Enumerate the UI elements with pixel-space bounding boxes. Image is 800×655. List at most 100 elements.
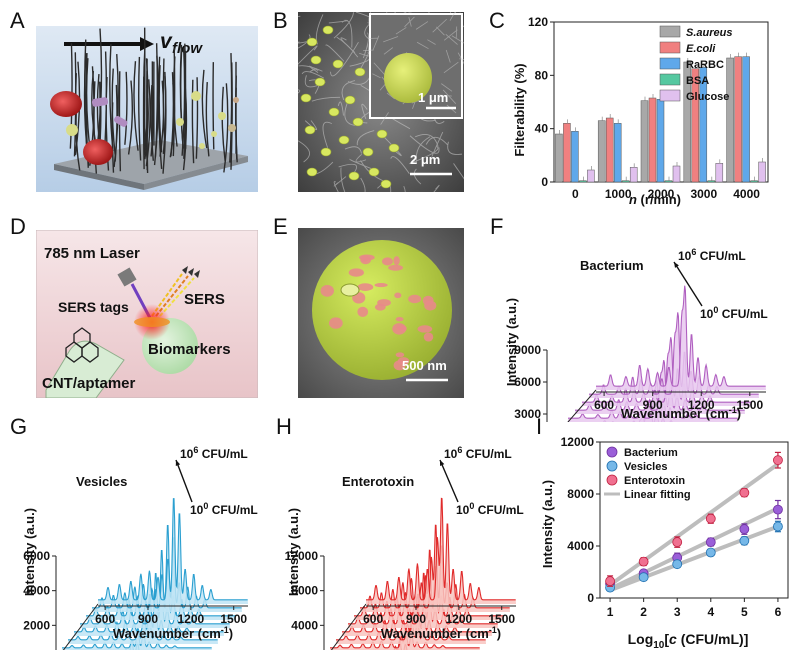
y-axis-label: Intensity (a.u.) [540, 480, 555, 568]
data-point [739, 524, 750, 534]
vesicles-spectra-svg: Intensity (a.u.)020004000600060090012001… [22, 445, 258, 655]
x-tick-label: 600 [363, 612, 383, 626]
sem-image-bacterium: 500 nm [298, 228, 464, 398]
y-tick-label: 0 [541, 175, 548, 189]
x-tick-label: 4000 [733, 187, 760, 201]
x-axis-label: Wavenumber (cm-1) [381, 625, 501, 641]
panel-label-g: G [10, 414, 28, 439]
spectrum-trace [354, 549, 504, 617]
legend-label: RaRBC [686, 59, 724, 71]
y-tick-label: 12000 [285, 549, 319, 563]
y-axis-label: Intensity (a.u.) [286, 508, 301, 596]
data-point [739, 487, 750, 498]
arrow-head-icon [175, 460, 181, 466]
x-tick-label: 1500 [736, 398, 763, 412]
x-tick-label: 5 [741, 605, 748, 619]
y-tick-label: 4000 [23, 584, 50, 598]
sers-detection-illustration: 785 nm Laser SERS SERS tags Biomarkers C… [35, 229, 259, 399]
bar [605, 117, 614, 183]
x-tick-label: 1200 [178, 612, 205, 626]
calibration-chart: Intensity (a.u.) 0 4000 8000 12000 1 2 3 4 5 6 Ba… [538, 428, 798, 651]
bar [587, 169, 595, 183]
y-tick-label: 80 [535, 68, 549, 82]
sers-illustration-svg: 785 nm Laser SERS SERS tags Biomarkers C… [35, 229, 259, 399]
panel-label-e: E [273, 214, 288, 239]
enterotoxin-spectra-chart: Intensity (a.u.)040008000120006009001200… [284, 428, 534, 655]
bacterium-spectra-chart: Intensity (a.u.)030006000900060090012001… [500, 226, 800, 453]
max-concentration-label: 106 CFU/mL [444, 445, 512, 461]
sem-e-svg: 500 nm [298, 228, 464, 398]
legend-swatch [659, 25, 681, 38]
bar [555, 133, 563, 183]
panel-label-a: A [10, 8, 25, 33]
arrow-right-icon [64, 37, 154, 51]
panel-label-d: D [10, 214, 26, 239]
spectrum-trace [366, 497, 516, 601]
x-tick-label: 1200 [688, 398, 715, 412]
x-tick-label: 6 [775, 605, 782, 619]
legend-marker [606, 460, 618, 472]
data-point [773, 455, 783, 466]
legend-label: Vesicles [624, 461, 667, 473]
concentration-arrow [439, 459, 459, 503]
filterability-chart: Filterability (%) 0 40 80 120 0 1000 2000 3000… [510, 10, 792, 210]
spectrum-trace [582, 337, 752, 403]
sers-tag-clusters [320, 254, 437, 371]
legend-marker [606, 474, 618, 486]
data-point [705, 513, 716, 524]
substrate-plate [54, 140, 248, 184]
laser-source-icon [117, 267, 137, 287]
spectrum-trace [589, 312, 759, 395]
y-tick-label: 8000 [567, 487, 594, 501]
bar [699, 67, 708, 183]
y-tick-label: 120 [528, 15, 548, 29]
cnt-probe [45, 340, 125, 399]
single-bacterium [384, 53, 432, 103]
bar [734, 56, 742, 183]
bar [715, 163, 724, 183]
sem-b-svg: 1 μm 2 μm [269, 0, 490, 205]
x-tick-label: 3 [674, 605, 681, 619]
bacterium-spectra-svg: Intensity (a.u.)030006000900060090012001… [504, 247, 768, 453]
data-point [705, 547, 716, 558]
panel-label-h: H [276, 414, 292, 439]
plot-frame [599, 441, 789, 599]
x-tick-label: 4 [707, 605, 714, 619]
y-axis-label: Intensity (a.u.) [22, 508, 37, 596]
y-tick-label: 40 [535, 122, 549, 136]
bar [563, 123, 571, 183]
min-concentration-label: 100 CFU/mL [190, 501, 258, 517]
x-tick-label: 2 [640, 605, 647, 619]
legend-label: Linear fitting [624, 489, 691, 501]
flow-device-illustration: v flow [36, 26, 258, 192]
x-tick-label: 1 [607, 605, 614, 619]
bar [742, 56, 750, 183]
spectrum-trace [360, 524, 510, 609]
y-tick-label: 0 [587, 591, 594, 605]
legend-label: BSA [686, 75, 709, 87]
data-point [605, 576, 615, 587]
bar [597, 120, 606, 183]
min-concentration-label: 100 CFU/mL [700, 305, 768, 321]
flow-device-svg: v flow [36, 26, 258, 192]
panel-label-b: B [273, 8, 288, 33]
legend-label: E.coli [686, 43, 716, 55]
legend-marker [606, 446, 618, 458]
x-axis-label: Wavenumber (cm-1) [621, 405, 741, 421]
y-tick-label: 2000 [23, 618, 50, 632]
x-tick-label: 1500 [488, 612, 515, 626]
x-tick-label: 900 [643, 398, 663, 412]
legend-label: Enterotoxin [624, 475, 685, 487]
cnt-structure-icon [65, 327, 99, 363]
spectrum-trace [98, 498, 248, 601]
data-point [672, 559, 683, 570]
protein-particle [91, 97, 109, 107]
x-tick-label: 2000 [648, 187, 675, 201]
spectrum-trace [596, 285, 766, 387]
bar [664, 180, 673, 183]
x-tick-label: 600 [95, 612, 115, 626]
inset-scale-label: 1 μm [418, 90, 448, 105]
legend-swatch [659, 73, 681, 86]
x-axis-label: Log10[c (CFU/mL)] [628, 631, 749, 650]
x-tick-label: 1000 [605, 187, 632, 201]
